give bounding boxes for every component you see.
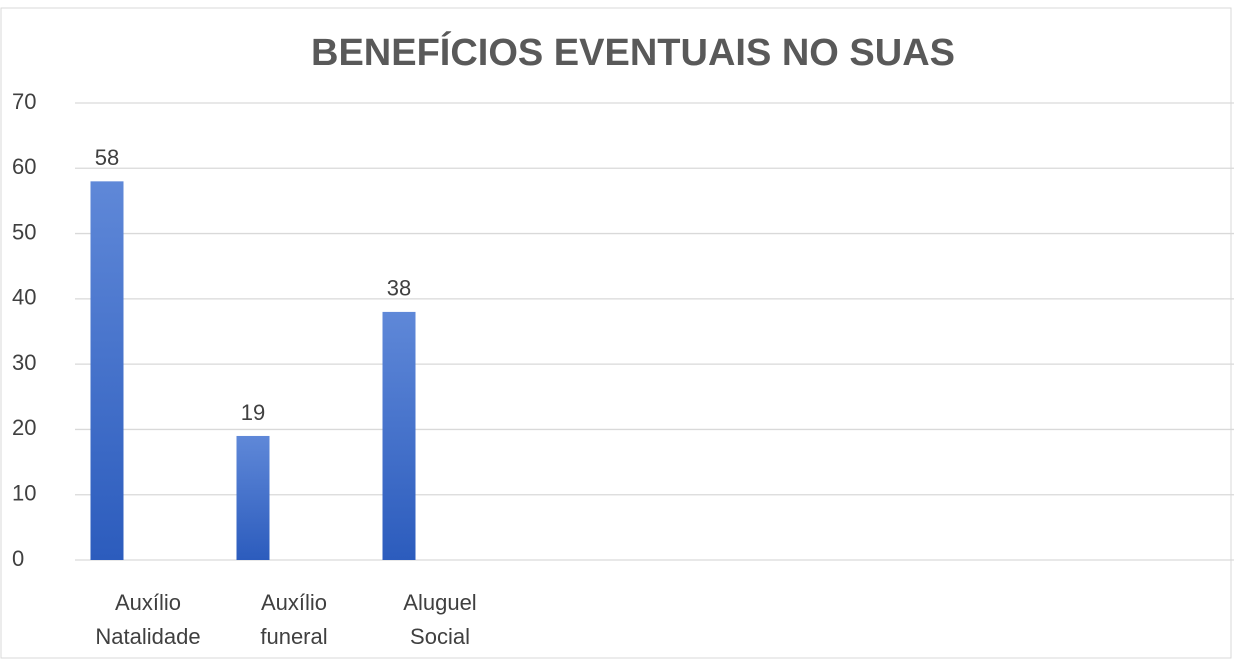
x-tick-label: Aluguel Social [403,590,476,649]
bar [236,435,270,560]
x-tick-label: Auxílio funeral [260,590,327,649]
data-label: 19 [241,400,265,425]
y-tick-label: 70 [12,89,36,114]
y-tick-label: 20 [12,415,36,440]
y-tick-label: 30 [12,350,36,375]
y-tick-label: 50 [12,219,36,244]
y-tick-label: 0 [12,546,24,571]
y-tick-label: 10 [12,481,36,506]
y-tick-label: 60 [12,154,36,179]
data-label: 58 [95,145,119,170]
bar [382,311,416,560]
bar [90,181,124,561]
data-label: 38 [387,276,411,301]
y-tick-label: 40 [12,285,36,310]
x-tick-label: Auxílio Natalidade [95,590,200,649]
chart-title: BENEFÍCIOS EVENTUAIS NO SUAS [311,30,955,74]
chart-frame [0,7,1232,659]
